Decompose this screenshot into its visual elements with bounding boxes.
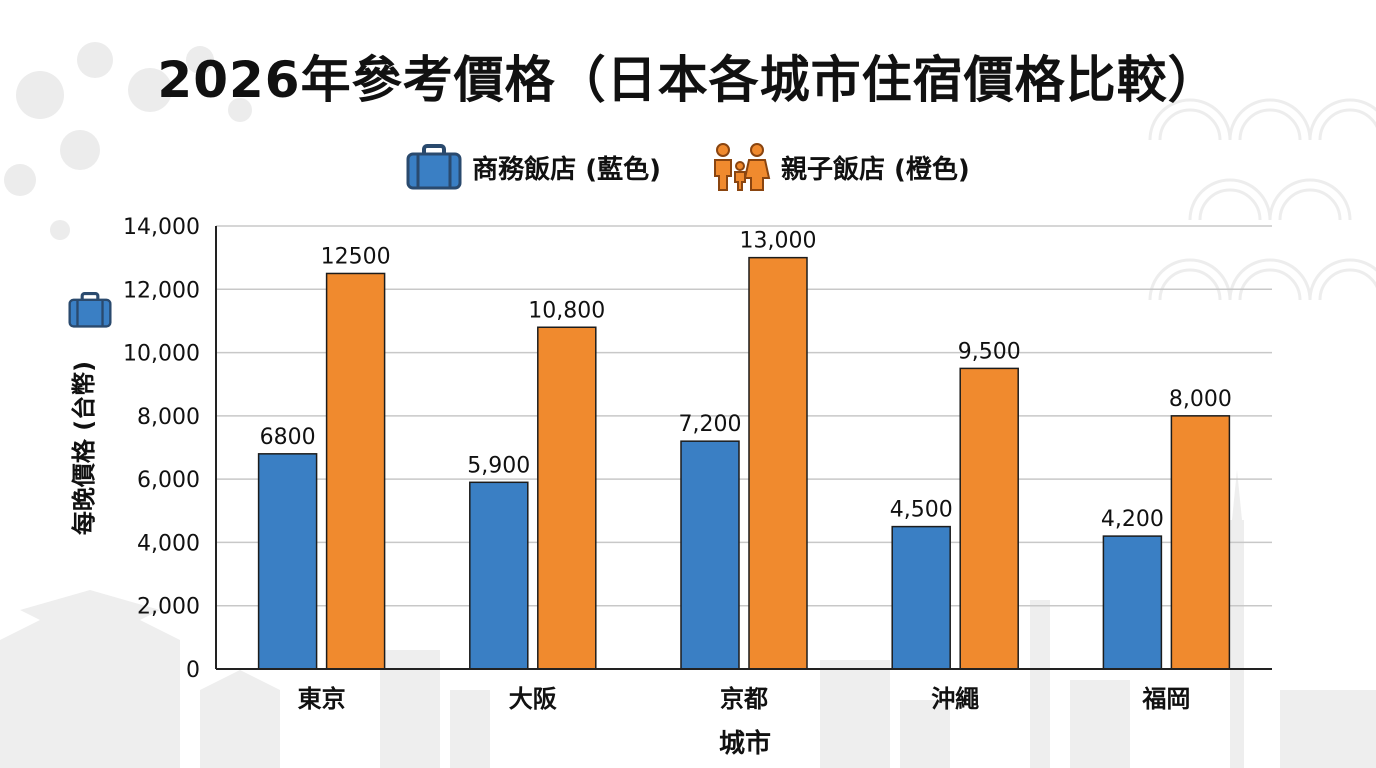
briefcase-icon <box>406 144 462 190</box>
bar-family <box>537 326 597 670</box>
data-label: 6800 <box>260 425 316 450</box>
data-label: 10,800 <box>528 298 605 323</box>
x-tick-label: 沖繩 <box>931 685 979 713</box>
skyline-decoration-icon <box>0 470 1376 768</box>
bar-family <box>748 256 808 670</box>
data-label: 5,900 <box>467 453 530 478</box>
y-tick-label: 4,000 <box>137 531 200 556</box>
data-label: 4,500 <box>890 498 953 523</box>
y-tick-label: 14,000 <box>123 215 200 240</box>
family-icon <box>714 143 771 191</box>
y-tick-label: 10,000 <box>123 342 200 367</box>
legend-item-business: 商務飯店 (藍色) <box>406 144 661 190</box>
bar-business <box>1102 535 1163 670</box>
bar-family <box>325 272 386 670</box>
bar-business <box>469 481 529 670</box>
legend-label-family: 親子飯店 (橙色) <box>781 154 970 185</box>
x-tick-label: 福岡 <box>1141 685 1190 713</box>
legend-item-family: 親子飯店 (橙色) <box>711 142 970 192</box>
x-tick-label: 東京 <box>298 685 346 713</box>
sakura-decoration-icon <box>4 42 252 240</box>
data-label: 8,000 <box>1169 387 1232 412</box>
data-label: 7,200 <box>679 412 742 437</box>
x-tick-label: 京都 <box>720 685 768 713</box>
x-tick-label: 大阪 <box>509 685 557 713</box>
y-axis-title: 每晚價格 (台幣) <box>70 361 98 535</box>
y-tick-label: 2,000 <box>137 595 200 620</box>
data-label: 4,200 <box>1101 507 1164 532</box>
y-tick-label: 6,000 <box>137 468 200 493</box>
bar-business <box>891 525 951 670</box>
bar-family <box>959 367 1019 670</box>
wave-pattern-decoration-icon <box>1148 98 1376 301</box>
y-tick-label: 8,000 <box>137 405 200 430</box>
bar-business <box>257 453 318 670</box>
data-label: 13,000 <box>740 229 817 254</box>
briefcase-axis-icon <box>68 292 112 328</box>
x-axis-title: 城市 <box>719 728 771 759</box>
bar-family <box>1170 415 1231 670</box>
y-axis-icon-group <box>68 292 112 328</box>
data-label: 12500 <box>321 244 391 269</box>
chart-legend: 商務飯店 (藍色) 親子飯店 (橙色) <box>0 142 1376 192</box>
y-tick-label: 0 <box>186 658 200 683</box>
chart-title: 2026年參考價格（日本各城市住宿價格比較） <box>157 51 1219 109</box>
y-tick-label: 12,000 <box>123 278 200 303</box>
legend-label-business: 商務飯店 (藍色) <box>472 154 661 185</box>
bar-business <box>680 440 740 670</box>
data-label: 9,500 <box>958 339 1021 364</box>
